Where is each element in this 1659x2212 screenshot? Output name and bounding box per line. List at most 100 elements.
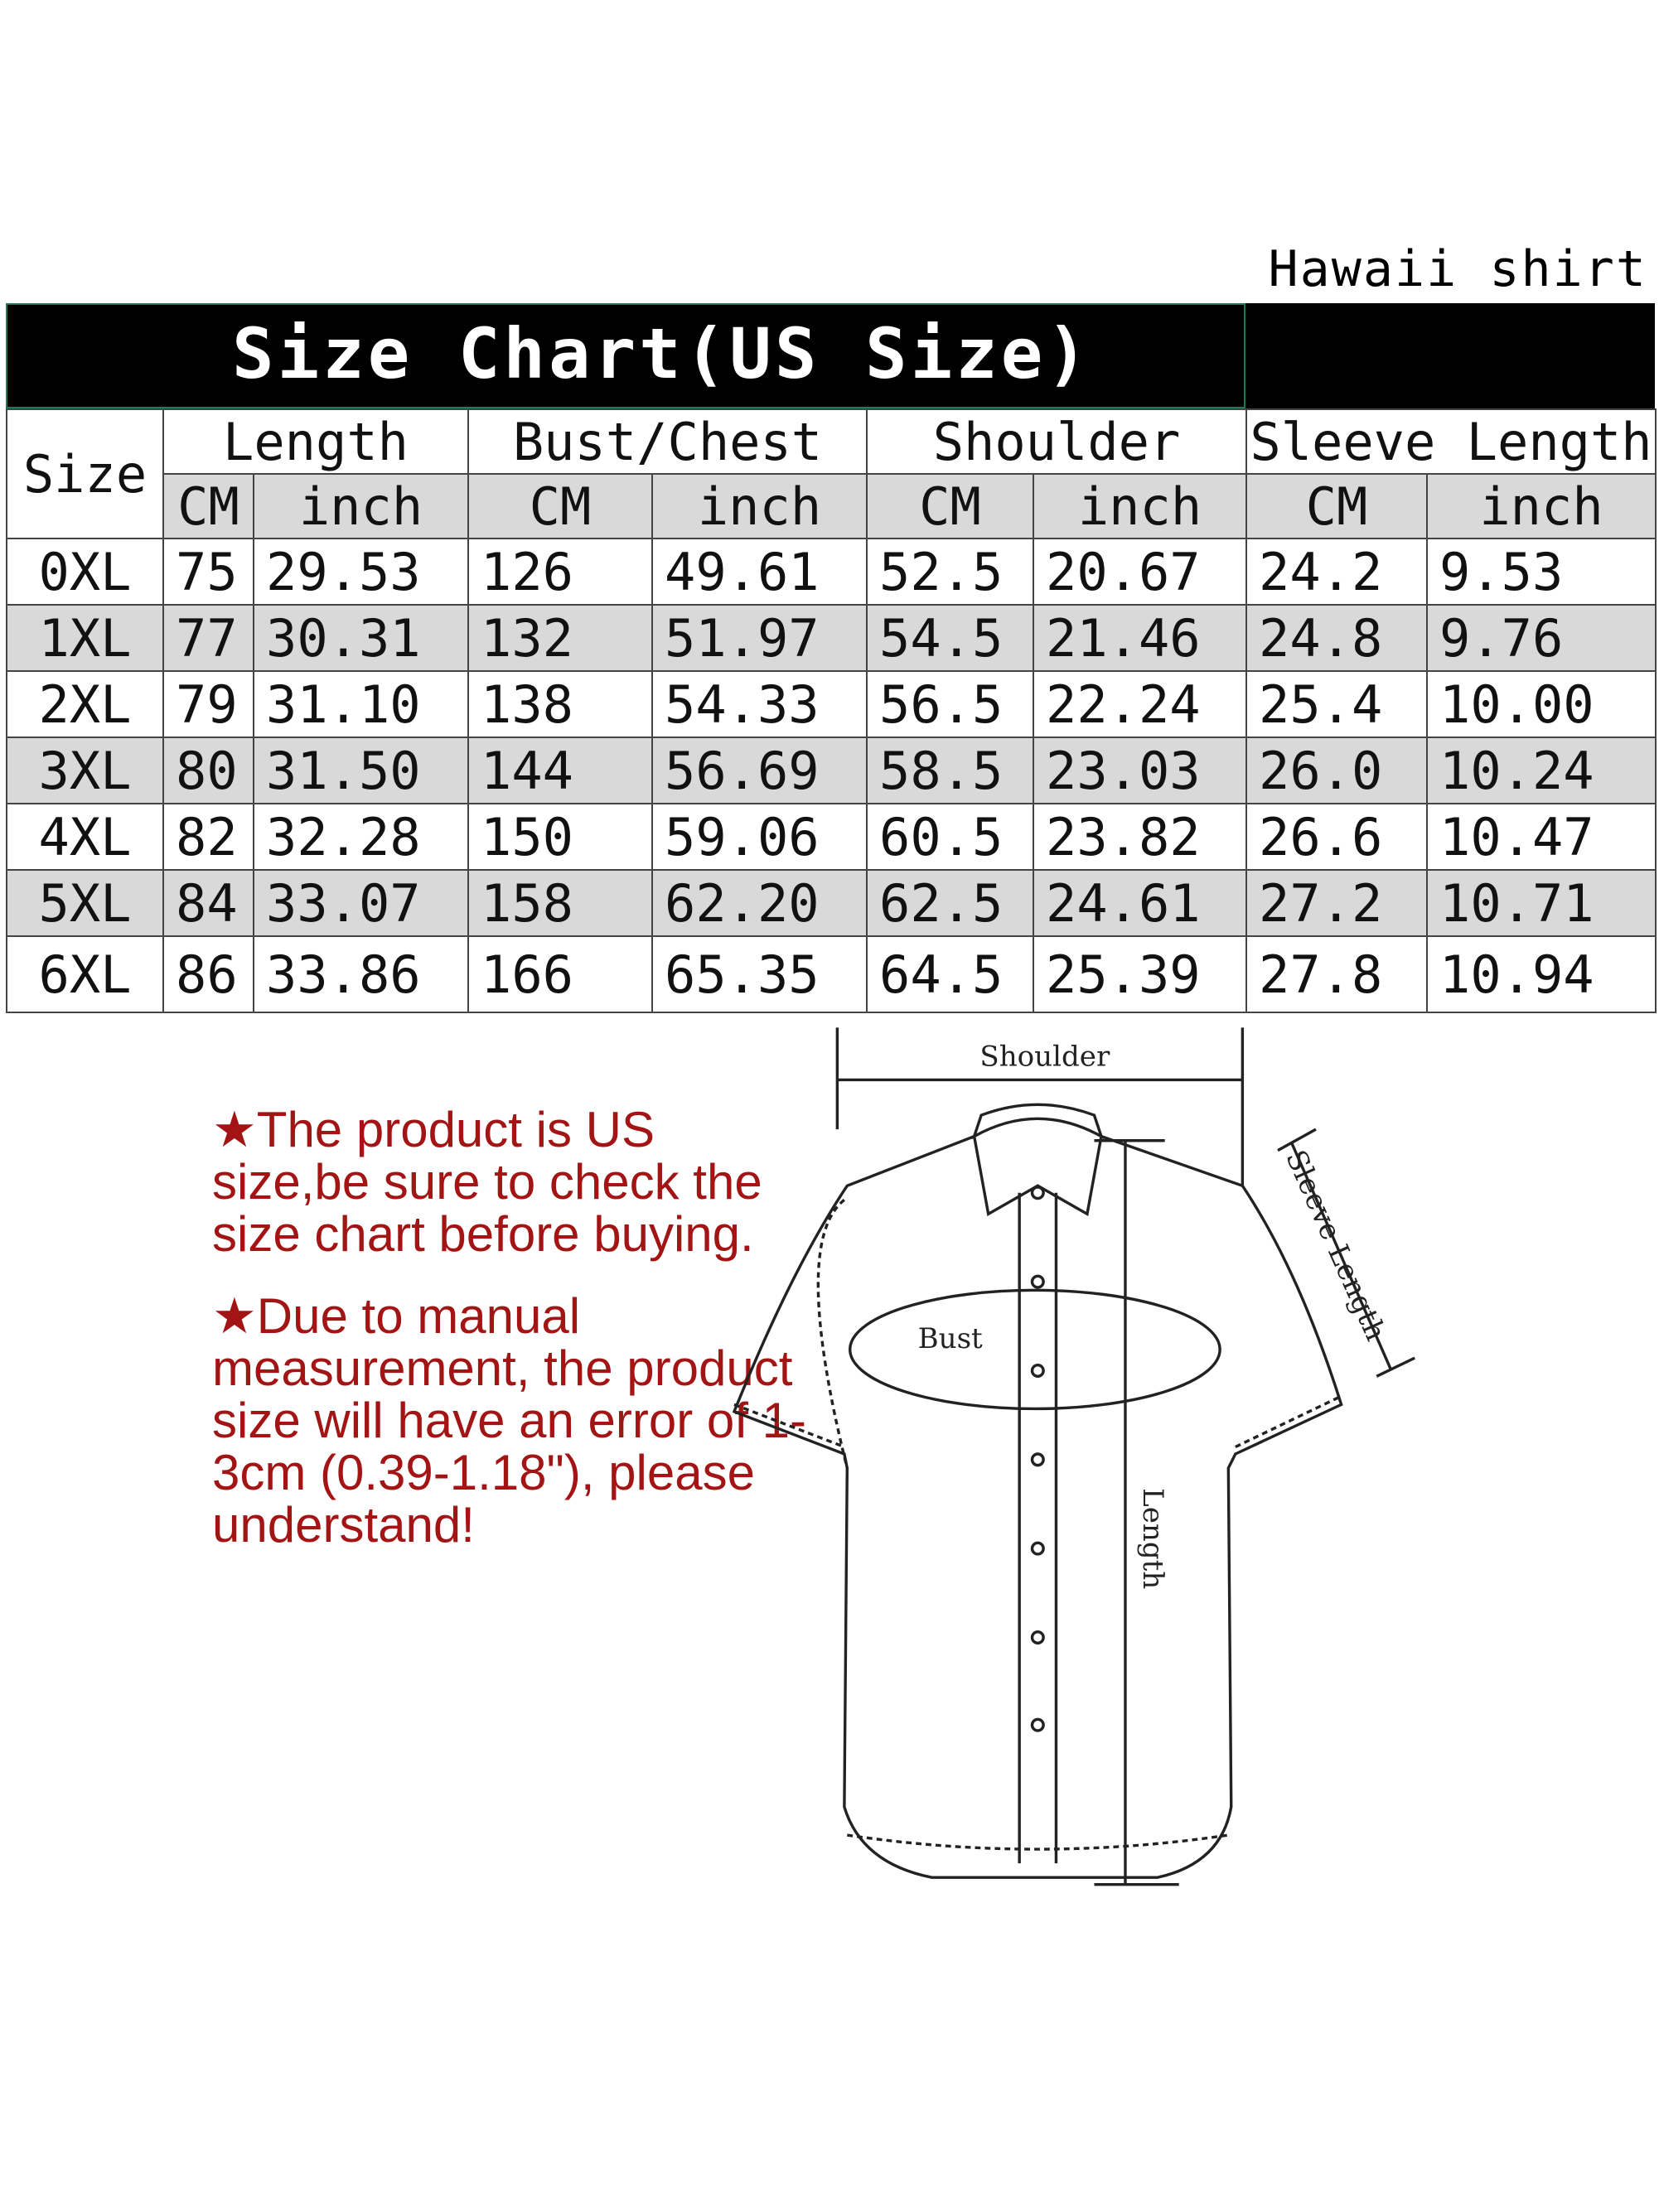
sleeve-length-label: Sleeve Length	[1279, 1146, 1392, 1346]
value-cell: 56.69	[651, 737, 868, 804]
size-cell: 2XL	[6, 670, 164, 738]
sleeve-measure: Sleeve Length	[1277, 1128, 1415, 1378]
value-cell: 144	[467, 737, 653, 804]
value-cell: 23.82	[1033, 803, 1247, 871]
bust-label: Bust	[918, 1322, 983, 1355]
value-cell: 33.86	[253, 935, 469, 1013]
table-row: 4XL 82 32.28 150 59.06 60.5 23.82 26.6 10.47	[6, 803, 1657, 871]
shirt-outline	[732, 1103, 1343, 1879]
group-header: Shoulder	[866, 408, 1247, 475]
table-row: 3XL 80 31.50 144 56.69 58.5 23.03 26.0 10.24	[6, 737, 1657, 804]
title-band	[6, 303, 1245, 408]
value-cell: 62.5	[866, 869, 1034, 937]
value-cell: 10.24	[1425, 737, 1657, 804]
value-cell: 82	[162, 803, 254, 871]
value-cell: 29.53	[253, 538, 469, 606]
value-cell: 84	[162, 869, 254, 937]
value-cell: 56.5	[866, 670, 1034, 738]
value-cell: 30.31	[253, 604, 469, 672]
value-cell: 27.2	[1245, 869, 1428, 937]
unit-header: inch	[253, 473, 469, 539]
value-cell: 52.5	[866, 538, 1034, 606]
bust-measure: Bust	[849, 1288, 1221, 1411]
length-measure: Length	[1094, 1139, 1179, 1886]
value-cell: 150	[467, 803, 653, 871]
value-cell: 25.39	[1033, 935, 1247, 1013]
size-table: Size Length Bust/Chest Shoulder Sleeve L…	[6, 408, 1657, 1013]
size-cell: 3XL	[6, 737, 164, 804]
notes: ★The product is US size,be sure to check…	[212, 1104, 809, 1581]
value-cell: 31.50	[253, 737, 469, 804]
value-cell: 23.03	[1033, 737, 1247, 804]
value-cell: 75	[162, 538, 254, 606]
value-cell: 22.24	[1033, 670, 1247, 738]
title-band-right	[1245, 303, 1655, 408]
value-cell: 65.35	[651, 935, 868, 1013]
value-cell: 80	[162, 737, 254, 804]
unit-header: inch	[651, 473, 868, 539]
value-cell: 9.76	[1425, 604, 1657, 672]
table-row: 1XL 77 30.31 132 51.97 54.5 21.46 24.8 9.76	[6, 604, 1657, 672]
value-cell: 49.61	[651, 538, 868, 606]
value-cell: 25.4	[1245, 670, 1428, 738]
value-cell: 77	[162, 604, 254, 672]
size-cell: 5XL	[6, 869, 164, 937]
table-row: 2XL 79 31.10 138 54.33 56.5 22.24 25.4 10.00	[6, 670, 1657, 738]
table-row: 6XL 86 33.86 166 65.35 64.5 25.39 27.8 10.94	[6, 935, 1657, 1013]
value-cell: 27.8	[1245, 935, 1428, 1013]
shoulder-measure: Shoulder	[835, 1027, 1245, 1186]
size-cell: 1XL	[6, 604, 164, 672]
shoulder-label: Shoulder	[979, 1040, 1110, 1073]
unit-header: CM	[866, 473, 1034, 539]
value-cell: 51.97	[651, 604, 868, 672]
unit-header: inch	[1425, 473, 1657, 539]
unit-header: CM	[162, 473, 254, 539]
value-cell: 24.2	[1245, 538, 1428, 606]
value-cell: 79	[162, 670, 254, 738]
value-cell: 166	[467, 935, 653, 1013]
value-cell: 21.46	[1033, 604, 1247, 672]
value-cell: 9.53	[1425, 538, 1657, 606]
size-cell: 6XL	[6, 935, 164, 1013]
size-header: Size	[6, 408, 164, 539]
value-cell: 10.47	[1425, 803, 1657, 871]
group-header: Sleeve Length	[1245, 408, 1657, 475]
value-cell: 59.06	[651, 803, 868, 871]
table-row: 0XL 75 29.53 126 49.61 52.5 20.67 24.2 9.53	[6, 538, 1657, 606]
unit-header: inch	[1033, 473, 1247, 539]
value-cell: 86	[162, 935, 254, 1013]
value-cell: 26.6	[1245, 803, 1428, 871]
note-measurement-error: ★Due to manual measurement, the product …	[212, 1288, 806, 1553]
unit-header: CM	[467, 473, 653, 539]
value-cell: 10.94	[1425, 935, 1657, 1013]
group-header: Length	[162, 408, 469, 475]
value-cell: 26.0	[1245, 737, 1428, 804]
value-cell: 10.00	[1425, 670, 1657, 738]
value-cell: 32.28	[253, 803, 469, 871]
value-cell: 64.5	[866, 935, 1034, 1013]
note-us-size: ★The product is US size,be sure to check…	[212, 1102, 762, 1262]
value-cell: 58.5	[866, 737, 1034, 804]
value-cell: 158	[467, 869, 653, 937]
value-cell: 138	[467, 670, 653, 738]
chart-title: Size Chart(US Size)	[232, 313, 1091, 394]
value-cell: 60.5	[866, 803, 1034, 871]
value-cell: 20.67	[1033, 538, 1247, 606]
value-cell: 24.61	[1033, 869, 1247, 937]
table-row: 5XL 84 33.07 158 62.20 62.5 24.61 27.2 10.71	[6, 869, 1657, 937]
value-cell: 126	[467, 538, 653, 606]
value-cell: 24.8	[1245, 604, 1428, 672]
size-cell: 0XL	[6, 538, 164, 606]
value-cell: 54.33	[651, 670, 868, 738]
size-cell: 4XL	[6, 803, 164, 871]
buttons	[1030, 1186, 1045, 1732]
length-label: Length	[1136, 1488, 1169, 1589]
unit-header: CM	[1245, 473, 1428, 539]
value-cell: 62.20	[651, 869, 868, 937]
value-cell: 31.10	[253, 670, 469, 738]
group-header: Bust/Chest	[467, 408, 868, 475]
value-cell: 33.07	[253, 869, 469, 937]
product-label: Hawaii shirt	[1268, 240, 1647, 298]
value-cell: 54.5	[866, 604, 1034, 672]
